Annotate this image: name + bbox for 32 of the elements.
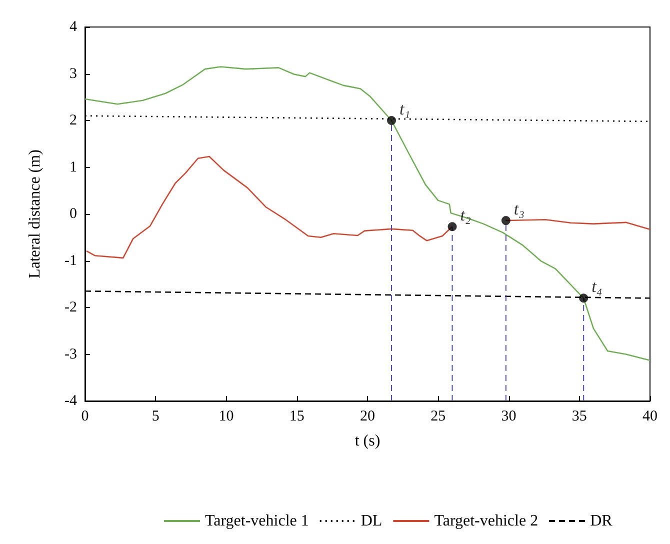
line-series <box>84 66 651 361</box>
y-tick-label: 1 <box>70 159 77 176</box>
legend-label: Target-vehicle 2 <box>434 512 538 530</box>
point <box>448 222 457 232</box>
y-tick-label: -4 <box>64 393 78 409</box>
point <box>501 216 510 226</box>
annotation: t₄ <box>592 277 602 296</box>
x-tick-label: 5 <box>152 408 160 424</box>
point <box>579 294 588 303</box>
y-tick-label: 0 <box>70 206 77 222</box>
annotation: t₁ <box>400 100 410 118</box>
x-tick-label: 30 <box>501 408 516 424</box>
y-tick-label: 3 <box>70 66 77 82</box>
y-tick-label: 4 <box>70 19 78 35</box>
legend-label: Target-vehicle 1 <box>205 512 309 530</box>
x-tick-label: 0 <box>81 408 89 424</box>
legend-label: DL <box>360 512 382 530</box>
y-tick-label: -2 <box>64 300 77 316</box>
y-tick-label: -3 <box>64 346 77 362</box>
annotation: t₃ <box>514 200 525 219</box>
y-axis-title: Lateral distance (m) <box>26 150 44 278</box>
x-tick-label: 40 <box>642 408 658 424</box>
x-tick-label: 25 <box>430 408 446 424</box>
point <box>387 116 396 125</box>
x-tick-label: 10 <box>218 408 234 424</box>
x-tick-label: 15 <box>289 408 304 424</box>
y-tick-label: 2 <box>70 112 77 128</box>
x-tick-label: 35 <box>572 408 587 424</box>
x-tick-label: 20 <box>360 408 375 424</box>
x-axis-title: t (s) <box>354 432 380 450</box>
legend-label: DR <box>590 512 613 530</box>
y-tick-label: -1 <box>64 252 77 269</box>
